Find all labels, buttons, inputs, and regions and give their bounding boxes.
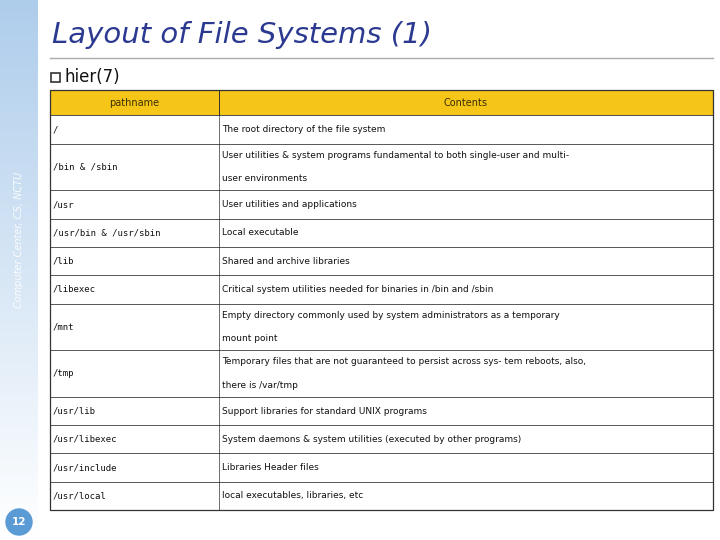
Text: Layout of File Systems (1): Layout of File Systems (1) — [52, 21, 432, 49]
Bar — [50, 425, 713, 454]
Text: Temporary files that are not guaranteed to persist across sys- tem reboots, also: Temporary files that are not guaranteed … — [222, 357, 586, 366]
Bar — [50, 275, 713, 303]
Bar — [50, 482, 713, 510]
Text: Local executable: Local executable — [222, 228, 299, 237]
Bar — [50, 247, 713, 275]
Text: /usr/lib: /usr/lib — [53, 407, 96, 415]
Text: /lib: /lib — [53, 256, 74, 266]
Bar — [51, 72, 60, 82]
Text: /usr/libexec: /usr/libexec — [53, 435, 117, 444]
Bar — [50, 90, 713, 116]
Bar — [50, 219, 713, 247]
Text: Contents: Contents — [444, 98, 488, 107]
Bar — [50, 303, 713, 350]
Text: System daemons & system utilities (executed by other programs): System daemons & system utilities (execu… — [222, 435, 521, 444]
Text: /usr/bin & /usr/sbin: /usr/bin & /usr/sbin — [53, 228, 161, 237]
Text: pathname: pathname — [109, 98, 160, 107]
Bar — [50, 454, 713, 482]
Circle shape — [6, 509, 32, 535]
Text: /usr/include: /usr/include — [53, 463, 117, 472]
Text: mount point: mount point — [222, 334, 277, 343]
Text: /mnt: /mnt — [53, 322, 74, 332]
Text: /: / — [53, 125, 58, 134]
Text: The root directory of the file system: The root directory of the file system — [222, 125, 385, 134]
Text: /tmp: /tmp — [53, 369, 74, 378]
Bar — [50, 116, 713, 144]
Text: /bin & /sbin: /bin & /sbin — [53, 163, 117, 172]
Text: hier(7): hier(7) — [64, 68, 120, 86]
Bar — [50, 90, 713, 510]
Text: Support libraries for standard UNIX programs: Support libraries for standard UNIX prog… — [222, 407, 427, 415]
Text: there is /var/tmp: there is /var/tmp — [222, 381, 298, 390]
Text: user environments: user environments — [222, 174, 307, 183]
Text: Libraries Header files: Libraries Header files — [222, 463, 319, 472]
Text: Empty directory commonly used by system administrators as a temporary: Empty directory commonly used by system … — [222, 310, 559, 320]
Bar — [50, 144, 713, 191]
Text: local executables, libraries, etc: local executables, libraries, etc — [222, 491, 364, 501]
Text: User utilities and applications: User utilities and applications — [222, 200, 356, 209]
Text: Shared and archive libraries: Shared and archive libraries — [222, 256, 350, 266]
Bar — [50, 191, 713, 219]
Text: User utilities & system programs fundamental to both single-user and multi-: User utilities & system programs fundame… — [222, 151, 569, 160]
Text: Critical system utilities needed for binaries in /bin and /sbin: Critical system utilities needed for bin… — [222, 285, 493, 294]
Text: 12: 12 — [12, 517, 26, 527]
Text: /usr: /usr — [53, 200, 74, 209]
Bar — [50, 350, 713, 397]
Text: /libexec: /libexec — [53, 285, 96, 294]
Bar — [50, 397, 713, 425]
Text: /usr/local: /usr/local — [53, 491, 107, 501]
Text: Computer Center, CS, NCTU: Computer Center, CS, NCTU — [14, 172, 24, 308]
